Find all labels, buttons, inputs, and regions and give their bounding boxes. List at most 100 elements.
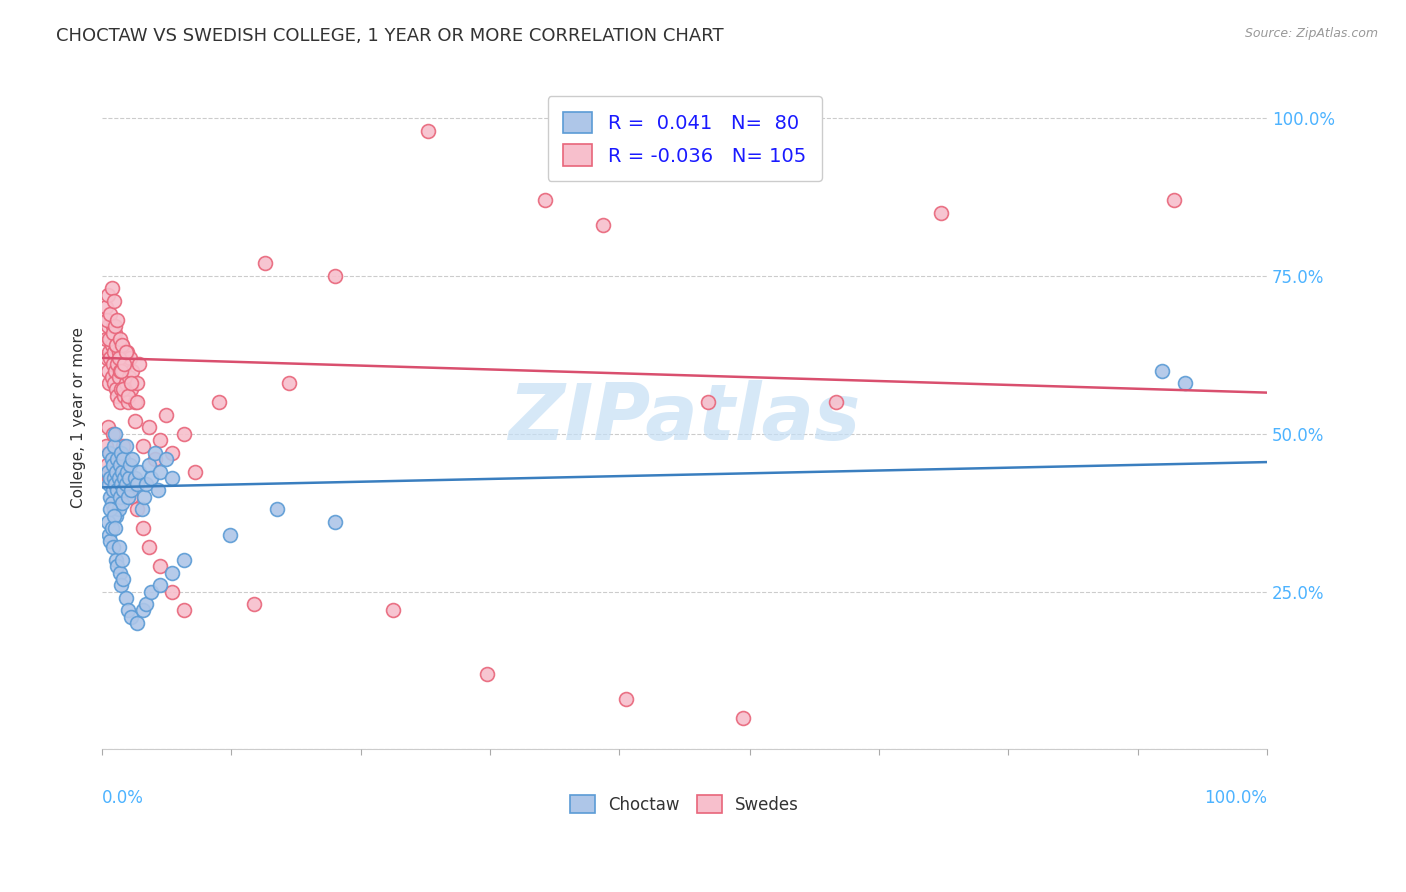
Point: [104, 426, 127, 441]
Point: [614, 691, 637, 706]
Point: [173, 603, 195, 617]
Point: [115, 344, 138, 359]
Point: [103, 451, 125, 466]
Point: [103, 439, 125, 453]
Point: [254, 256, 277, 270]
Legend: Choctaw, Swedes: Choctaw, Swedes: [564, 789, 806, 821]
Text: CHOCTAW VS SWEDISH COLLEGE, 1 YEAR OR MORE CORRELATION CHART: CHOCTAW VS SWEDISH COLLEGE, 1 YEAR OR MO…: [56, 27, 724, 45]
Point: [135, 477, 157, 491]
Point: [101, 541, 124, 555]
Point: [103, 294, 125, 309]
Text: Source: ZipAtlas.com: Source: ZipAtlas.com: [1244, 27, 1378, 40]
Point: [98, 332, 121, 346]
Point: [139, 471, 162, 485]
Point: [114, 477, 136, 491]
Point: [105, 338, 128, 352]
Point: [139, 584, 162, 599]
Point: [104, 521, 127, 535]
Point: [111, 553, 134, 567]
Point: [94, 332, 117, 346]
Point: [98, 534, 121, 549]
Point: [98, 445, 121, 459]
Point: [173, 553, 195, 567]
Point: [110, 363, 132, 377]
Point: [112, 483, 135, 498]
Point: [114, 376, 136, 391]
Point: [112, 439, 135, 453]
Point: [105, 383, 128, 397]
Point: [104, 363, 127, 377]
Point: [97, 319, 120, 334]
Point: [121, 451, 143, 466]
Point: [219, 527, 242, 541]
Point: [98, 344, 121, 359]
Point: [131, 502, 153, 516]
Point: [94, 439, 117, 453]
Point: [97, 287, 120, 301]
Point: [96, 351, 118, 365]
Point: [98, 502, 121, 516]
Point: [143, 445, 166, 459]
Point: [143, 451, 166, 466]
Point: [97, 363, 120, 377]
Point: [105, 508, 128, 523]
Point: [146, 483, 169, 498]
Point: [100, 521, 122, 535]
Point: [105, 465, 128, 479]
Text: ZIPatlas: ZIPatlas: [509, 380, 860, 456]
Point: [100, 369, 122, 384]
Point: [96, 313, 118, 327]
Point: [149, 465, 172, 479]
Point: [127, 395, 149, 409]
Point: [124, 395, 146, 409]
Point: [111, 465, 134, 479]
Point: [112, 451, 135, 466]
Point: [98, 307, 121, 321]
Point: [101, 319, 124, 334]
Point: [111, 338, 134, 352]
Point: [120, 609, 142, 624]
Y-axis label: College, 1 year or more: College, 1 year or more: [72, 327, 86, 508]
Point: [107, 471, 129, 485]
Point: [117, 389, 139, 403]
Point: [132, 521, 155, 535]
Point: [382, 603, 405, 617]
Point: [592, 219, 614, 233]
Point: [112, 363, 135, 377]
Point: [107, 344, 129, 359]
Point: [101, 426, 124, 441]
Point: [105, 553, 128, 567]
Point: [98, 351, 121, 365]
Point: [105, 483, 128, 498]
Point: [128, 465, 150, 479]
Point: [97, 515, 120, 529]
Point: [418, 123, 440, 137]
Point: [114, 471, 136, 485]
Point: [475, 666, 498, 681]
Point: [97, 465, 120, 479]
Point: [121, 363, 143, 377]
Point: [108, 363, 131, 377]
Point: [98, 332, 121, 346]
Point: [112, 572, 135, 586]
Point: [98, 527, 121, 541]
Point: [242, 597, 264, 611]
Point: [1163, 193, 1185, 207]
Point: [114, 439, 136, 453]
Point: [138, 420, 160, 434]
Point: [110, 351, 132, 365]
Point: [108, 395, 131, 409]
Point: [108, 490, 131, 504]
Point: [1152, 363, 1174, 377]
Point: [108, 332, 131, 346]
Point: [98, 477, 121, 491]
Point: [155, 408, 177, 422]
Point: [100, 281, 122, 295]
Point: [108, 566, 131, 580]
Point: [160, 445, 183, 459]
Point: [110, 383, 132, 397]
Point: [105, 338, 128, 352]
Point: [127, 502, 149, 516]
Point: [731, 711, 754, 725]
Point: [112, 357, 135, 371]
